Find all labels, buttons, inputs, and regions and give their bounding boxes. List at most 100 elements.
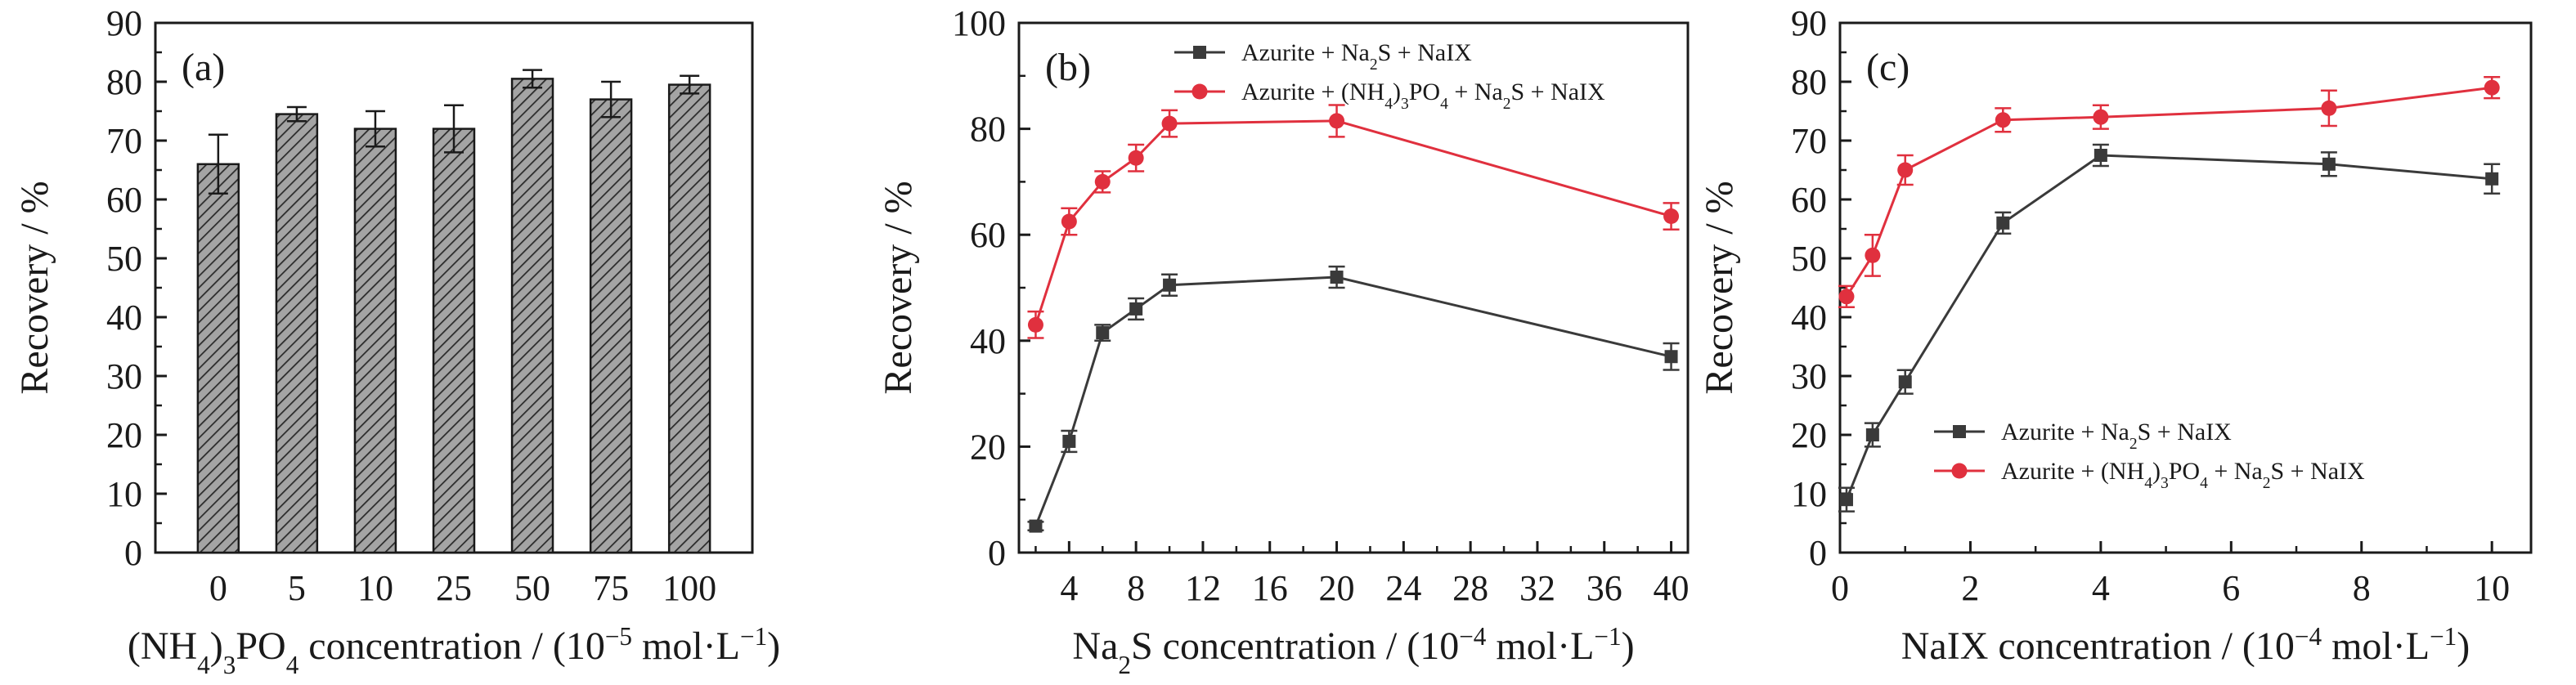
data-point-circle [1995, 112, 2011, 128]
x-axis-title-part: ) [2457, 625, 2470, 668]
x-axis-title-part: −1 [740, 622, 767, 651]
y-tick-label: 90 [1791, 3, 1827, 43]
x-axis-title-part: 2 [1118, 651, 1131, 679]
x-axis-title-part: −4 [1459, 622, 1487, 651]
legend-label-part: 4 [2144, 475, 2152, 492]
legend-label-part: 4 [1440, 96, 1448, 113]
legend-marker-square [1953, 425, 1966, 438]
legend-marker-circle [1951, 463, 1968, 479]
y-tick-label: 100 [952, 3, 1006, 43]
y-tick-label: 0 [988, 533, 1006, 573]
x-tick-label: 8 [1127, 568, 1145, 608]
y-axis-title: Recovery / % [1698, 181, 1741, 394]
legend-label: Azurite + (NH4)3PO4 + Na2S + NaIX [2001, 458, 2365, 492]
y-tick-label: 30 [1791, 356, 1827, 396]
x-axis-title-part: mol·L [632, 625, 740, 668]
legend-label-part: ) [2152, 458, 2161, 485]
x-tick-label: 10 [357, 568, 393, 608]
y-axis-title: Recovery / % [13, 181, 56, 394]
x-axis-title: Na2S concentration / (10−4 mol·L−1) [1072, 622, 1634, 679]
series-line-2 [1845, 86, 2493, 298]
data-point-square [2094, 149, 2107, 162]
x-tick-label: 50 [514, 568, 550, 608]
x-tick-label: 0 [1831, 568, 1849, 608]
legend-label-part: 4 [2200, 475, 2208, 492]
x-tick-label: 28 [1452, 568, 1488, 608]
y-tick-label: 10 [106, 474, 142, 514]
y-tick-label: 60 [970, 215, 1006, 255]
series-line-1 [1845, 154, 2493, 500]
y-tick-label: 90 [106, 3, 142, 43]
data-point-circle [1838, 289, 1855, 305]
x-tick-label: 0 [209, 568, 227, 608]
data-point-circle [2321, 100, 2337, 116]
x-tick-label: 16 [1252, 568, 1288, 608]
legend-label-part: Azurite + (NH [1241, 78, 1384, 105]
y-tick-label: 60 [1791, 180, 1827, 220]
x-axis-title-part: 3 [223, 651, 236, 679]
data-point-circle [1128, 150, 1144, 166]
x-axis-title-part: ) [767, 625, 780, 668]
y-tick-label: 40 [1791, 298, 1827, 338]
panel-label: (b) [1045, 46, 1091, 89]
x-tick-label: 5 [288, 568, 306, 608]
x-tick-label: 10 [2474, 568, 2510, 608]
data-point-circle [1329, 113, 1345, 129]
data-point-square [1163, 278, 1177, 292]
x-axis-title-part: mol·L [1486, 625, 1594, 668]
y-tick-label: 80 [106, 62, 142, 102]
x-tick-label: 4 [2092, 568, 2110, 608]
x-axis-title-part: ) [210, 625, 223, 668]
data-point-square [1062, 434, 1076, 448]
data-point-square [1096, 326, 1110, 340]
x-tick-label: 24 [1385, 568, 1421, 608]
x-axis-title-part: ) [1622, 625, 1635, 668]
y-tick-label: 30 [106, 356, 142, 396]
bar [275, 113, 319, 554]
bar [667, 83, 711, 554]
legend-label-part: + Na [1448, 78, 1503, 105]
legend-label-part: Azurite + Na [1241, 39, 1370, 66]
y-tick-label: 20 [970, 427, 1006, 467]
y-tick-label: 80 [1791, 62, 1827, 102]
data-point-circle [1027, 316, 1043, 333]
bar [432, 128, 476, 554]
x-axis-title-part: NaIX concentration / (10 [1901, 625, 2295, 668]
bar [196, 163, 240, 554]
legend-marker-square [1193, 46, 1206, 59]
legend-label-part: S + NaIX [1510, 78, 1605, 105]
x-axis-title: NaIX concentration / (10−4 mol·L−1) [1901, 622, 2471, 669]
y-tick-label: 0 [1809, 533, 1827, 573]
data-point-square [1865, 428, 1879, 441]
y-tick-label: 50 [1791, 239, 1827, 279]
x-axis-title-part: −1 [1594, 622, 1621, 651]
y-tick-label: 40 [106, 298, 142, 338]
bar [353, 128, 397, 554]
legend-label: Azurite + Na2S + NaIX [1241, 39, 1472, 74]
x-axis-title: (NH4)3PO4 concentration / (10−5 mol·L−1) [128, 622, 780, 679]
legend-label-part: ) [1393, 78, 1401, 105]
x-tick-label: 20 [1319, 568, 1355, 608]
x-tick-label: 6 [2222, 568, 2240, 608]
y-tick-label: 70 [1791, 121, 1827, 161]
x-axis-title-part: 4 [197, 651, 210, 679]
y-tick-label: 20 [106, 415, 142, 455]
x-axis-title-part: −1 [2430, 622, 2457, 651]
x-axis-title-part: −4 [2295, 622, 2322, 651]
x-tick-label: 36 [1586, 568, 1622, 608]
y-tick-label: 10 [1791, 474, 1827, 514]
y-tick-label: 50 [106, 239, 142, 279]
x-tick-label: 8 [2353, 568, 2371, 608]
x-tick-label: 12 [1185, 568, 1221, 608]
legend-label-part: 3 [2161, 475, 2169, 492]
legend-label-part: S + NaIX [1378, 39, 1473, 66]
legend-marker-circle [1192, 83, 1208, 100]
x-tick-label: 100 [662, 568, 716, 608]
legend-label-part: PO [1409, 78, 1440, 105]
x-tick-label: 32 [1519, 568, 1555, 608]
legend-label-part: 3 [1401, 96, 1409, 113]
legend-label-part: S + NaIX [2138, 419, 2233, 445]
